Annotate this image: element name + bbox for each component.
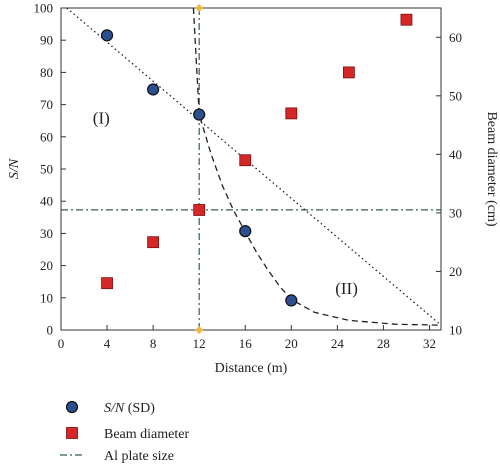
x-tick-label: 8 [150,336,157,351]
y-left-tick-label: 30 [40,226,53,241]
beam-data-point [239,154,252,167]
legend-sn-marker [65,400,79,414]
x-tick-label: 16 [239,336,253,351]
y-left-tick-label: 100 [34,1,54,16]
region-label: (II) [335,279,358,298]
x-axis-title: Distance (m) [215,361,288,376]
x-tick-label: 20 [285,336,298,351]
x-tick-label: 4 [104,336,111,351]
y-left-tick-label: 20 [40,258,53,273]
y-left-tick-label: 40 [40,194,53,209]
legend-beam-marker [66,427,78,439]
y-left-tick-label: 0 [47,323,54,338]
y-right-axis-title: Beam diameter (cm) [484,111,499,226]
y-left-tick-label: 80 [40,65,53,80]
beam-data-point [285,107,298,120]
beam-data-point [342,66,355,79]
region-label: (I) [93,108,110,127]
y-left-tick-label: 70 [40,97,53,112]
bottom-axis-marker [195,326,204,334]
legend-sn-label: S/N (SD) [104,401,155,416]
beam-data-point [101,277,113,290]
top-axis-marker [195,4,204,12]
x-tick-label: 32 [423,336,436,351]
beam-data-point [400,13,413,26]
linear-fit-dotted-line [66,7,442,326]
legend-plate-label: Al plate size [104,449,174,464]
sn-data-point [100,29,114,42]
y-left-axis-title: S/N [7,158,22,179]
y-left-tick-label: 50 [40,162,53,177]
sn-data-point [285,294,298,307]
y-right-tick-label: 30 [449,205,462,220]
y-right-tick-label: 20 [449,264,462,279]
sn-data-point [147,83,160,96]
y-right-tick-label: 60 [449,30,462,45]
x-tick-label: 28 [377,336,390,351]
y-right-tick-label: 10 [449,323,462,338]
sn-data-point [193,108,206,121]
y-right-tick-label: 50 [449,88,462,103]
y-left-tick-label: 10 [40,290,53,305]
y-right-tick-label: 40 [449,147,462,162]
x-tick-label: 12 [193,336,206,351]
x-tick-label: 0 [58,336,65,351]
beam-data-point [193,204,206,216]
y-left-tick-label: 90 [40,33,53,48]
sn-data-point [239,225,252,238]
decay-fit-dashed-curve [192,7,442,326]
plot-frame [60,7,442,331]
legend-beam-label: Beam diameter [104,427,189,442]
x-tick-label: 24 [331,336,345,351]
beam-data-point [147,236,160,249]
y-left-tick-label: 60 [40,129,53,144]
